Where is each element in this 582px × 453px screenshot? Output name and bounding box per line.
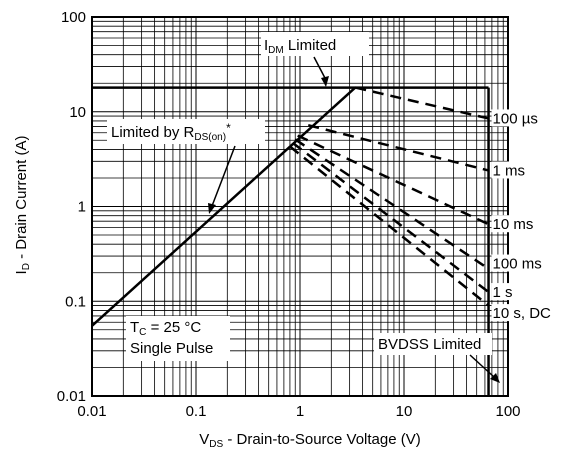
plot-frame xyxy=(91,16,509,397)
x-tick-label: 10 xyxy=(396,403,413,420)
y-tick-label: 100 xyxy=(61,9,86,26)
y-axis-label: ID - Drain Current (A) xyxy=(13,136,32,275)
series-label-bg xyxy=(491,283,562,301)
svg-text:TC = 25 °C: TC = 25 °C xyxy=(130,319,201,338)
series-label-bg xyxy=(491,215,562,233)
rds-annotation: Limited by RDS(on)* xyxy=(107,119,265,214)
y-tick-label: 0.1 xyxy=(65,293,86,310)
y-tick-label: 10 xyxy=(69,104,86,121)
series-line xyxy=(291,141,490,294)
bvdss-annotation: BVDSS Limited xyxy=(374,333,500,383)
series-label: 1 ms xyxy=(493,162,526,179)
test-conditions: TC = 25 °C Single Pulse xyxy=(126,316,230,361)
idm-annotation: IDM Limited xyxy=(261,32,369,87)
series-line xyxy=(354,86,489,120)
y-tick-label: 1 xyxy=(78,199,86,216)
series-labels: 100 µs 1 ms 10 ms 100 ms 1 s 10 s, DC xyxy=(491,109,562,322)
x-tick-label: 1 xyxy=(296,403,304,420)
y-tick-label: 0.01 xyxy=(57,388,86,405)
tick-labels: 0.01 0.1 1 10 100 100 10 1 0.1 0.01 xyxy=(57,9,521,420)
series-line xyxy=(289,145,490,307)
x-axis-label: VDS - Drain-to-Source Voltage (V) xyxy=(199,431,421,450)
svg-text:Single Pulse: Single Pulse xyxy=(130,340,213,357)
series-line xyxy=(307,124,489,172)
series-line xyxy=(294,138,490,270)
svg-text:IDM Limited: IDM Limited xyxy=(264,37,336,56)
series-label-bg xyxy=(491,109,562,127)
series-label: 1 s xyxy=(493,284,513,301)
series-label: 10 s, DC xyxy=(493,305,552,322)
series-lines xyxy=(289,86,490,307)
x-tick-label: 0.1 xyxy=(186,403,207,420)
series-label-bg xyxy=(491,304,562,322)
svg-text:Limited by RDS(on)*: Limited by RDS(on)* xyxy=(111,121,231,143)
series-label-bg xyxy=(491,161,562,179)
series-label: 100 ms xyxy=(493,256,542,273)
x-tick-label: 100 xyxy=(495,403,520,420)
series-label: 10 ms xyxy=(493,216,534,233)
svg-text:BVDSS Limited: BVDSS Limited xyxy=(378,336,481,353)
x-tick-label: 0.01 xyxy=(77,403,106,420)
series-label: 100 µs xyxy=(493,110,538,127)
series-label-bg xyxy=(491,254,562,272)
